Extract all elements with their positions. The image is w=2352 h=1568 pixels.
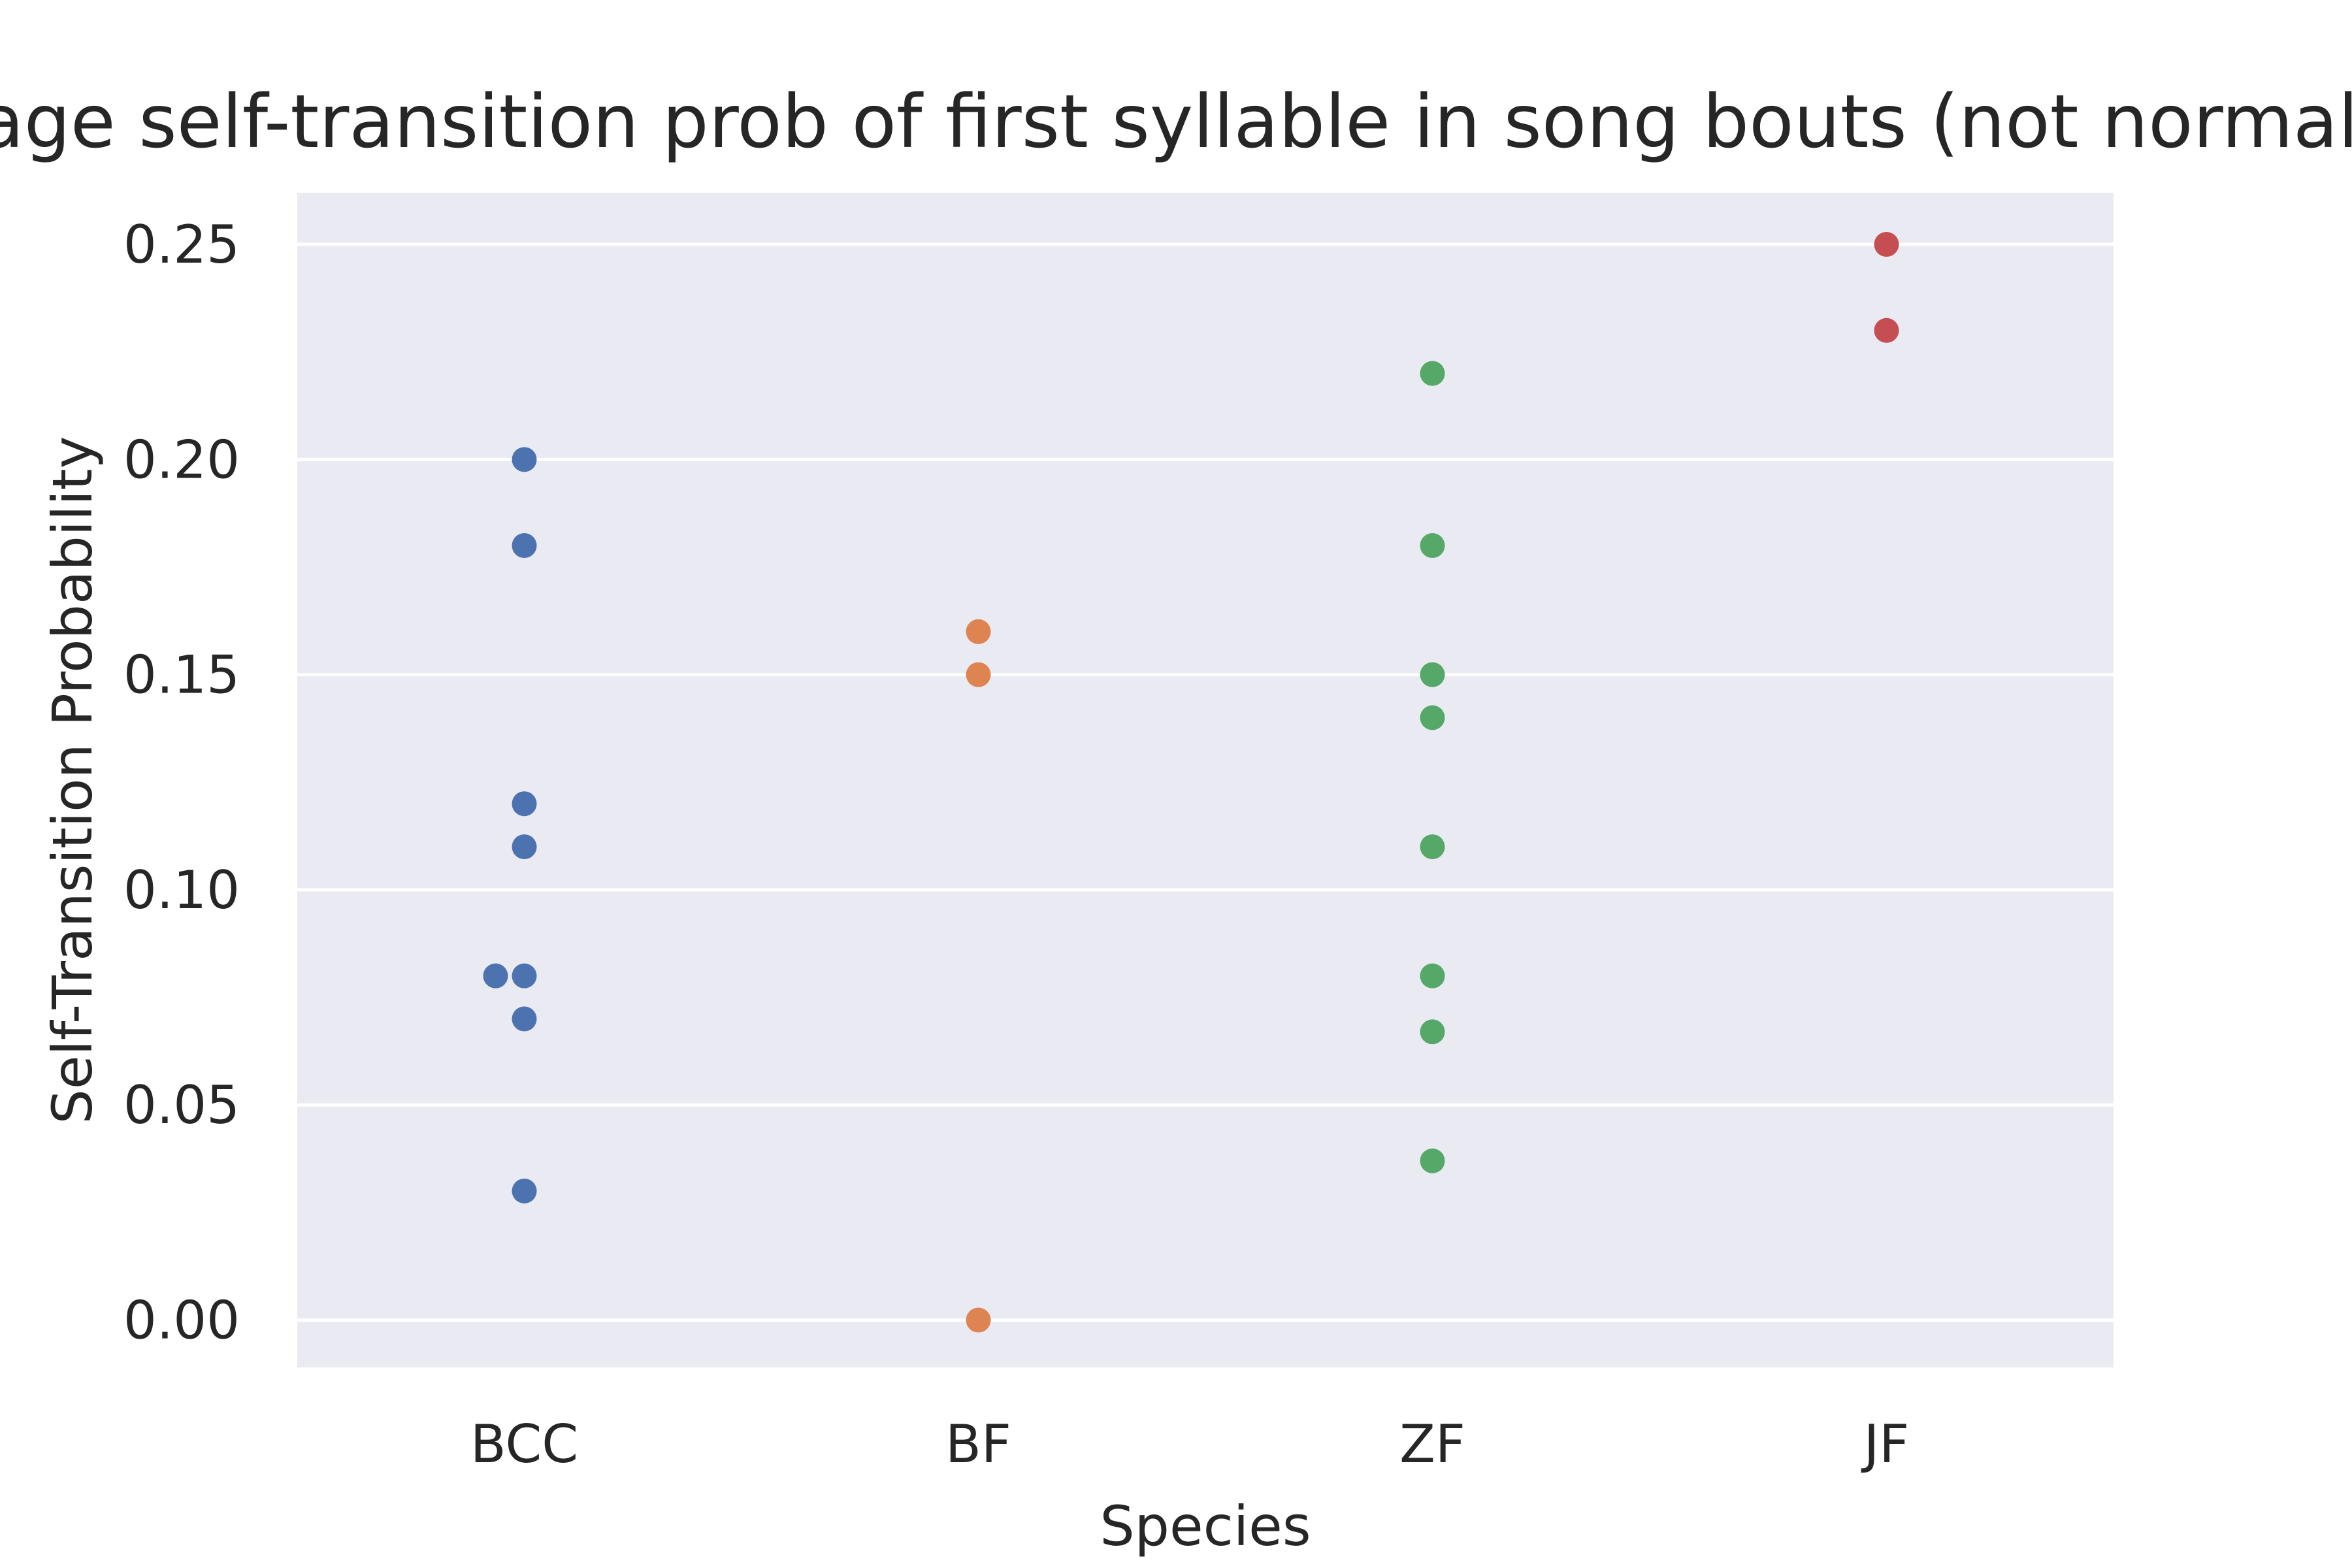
x-axis-label: Species: [1100, 1494, 1311, 1558]
y-tick-label: 0.20: [123, 429, 240, 490]
grid-lines: [297, 242, 2114, 1322]
data-point-jf: [1874, 232, 1899, 257]
x-tick-label: BCC: [470, 1414, 578, 1475]
y-tick-label: 0.00: [123, 1290, 240, 1351]
y-tick-label: 0.05: [123, 1075, 240, 1135]
data-point-bf: [966, 619, 991, 644]
data-point-bcc: [512, 791, 537, 817]
data-point-zf: [1420, 705, 1445, 730]
data-point-zf: [1420, 662, 1445, 687]
data-points: [483, 232, 1899, 1333]
data-point-bcc: [512, 1006, 537, 1032]
y-tick-label: 0.15: [123, 645, 240, 706]
data-point-zf: [1420, 361, 1445, 386]
data-point-bcc: [512, 447, 537, 472]
y-axis-ticks: 0.00 0.05 0.10 0.15 0.20 0.25: [123, 214, 240, 1351]
y-tick-label: 0.25: [123, 214, 240, 275]
data-point-bcc: [512, 533, 537, 559]
data-point-zf: [1420, 1019, 1445, 1045]
data-point-bcc: [512, 834, 537, 860]
data-point-zf: [1420, 533, 1445, 559]
data-point-bcc: [512, 963, 537, 988]
plot-area: [297, 193, 2114, 1367]
chart-title: Average self-transition prob of first sy…: [0, 80, 2352, 165]
data-point-bcc: [483, 963, 508, 988]
data-point-zf: [1420, 963, 1445, 988]
x-axis-ticks: BCC BF ZF JF: [470, 1414, 1909, 1475]
data-point-zf: [1420, 834, 1445, 860]
data-point-zf: [1420, 1148, 1445, 1173]
data-point-bf: [966, 662, 991, 687]
data-point-bf: [966, 1307, 991, 1333]
x-tick-label: BF: [945, 1414, 1011, 1475]
data-point-bcc: [512, 1178, 537, 1203]
x-tick-label: ZF: [1399, 1414, 1465, 1475]
y-tick-label: 0.10: [123, 860, 240, 921]
y-axis-label: Self-Transition Probability: [41, 436, 105, 1124]
data-point-jf: [1874, 318, 1899, 343]
x-tick-label: JF: [1861, 1414, 1910, 1475]
